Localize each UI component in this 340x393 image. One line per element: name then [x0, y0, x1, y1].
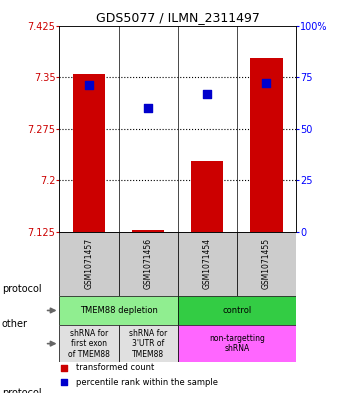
Text: other: other [2, 319, 28, 329]
Point [204, 90, 210, 97]
Text: shRNA for
first exon
of TMEM88: shRNA for first exon of TMEM88 [68, 329, 110, 358]
Text: control: control [222, 306, 251, 315]
Text: GSM1071454: GSM1071454 [203, 238, 212, 289]
Bar [59, 232, 119, 296]
Title: GDS5077 / ILMN_2311497: GDS5077 / ILMN_2311497 [96, 11, 259, 24]
Text: TMEM88 depletion: TMEM88 depletion [80, 306, 157, 315]
Text: GSM1071455: GSM1071455 [262, 238, 271, 289]
Point [86, 82, 92, 88]
Bar [191, 161, 223, 232]
Point [62, 365, 67, 371]
Bar [237, 232, 296, 296]
Bar [177, 325, 296, 362]
Bar [177, 296, 296, 325]
Point [146, 105, 151, 111]
Bar [59, 325, 119, 362]
Point [264, 80, 269, 86]
Text: protocol: protocol [2, 284, 41, 294]
Bar [177, 232, 237, 296]
Bar [119, 232, 177, 296]
Text: GSM1071457: GSM1071457 [85, 238, 94, 289]
Point [62, 379, 67, 386]
Bar [250, 58, 283, 232]
Bar [119, 325, 177, 362]
Bar [73, 73, 105, 232]
Text: protocol: protocol [2, 388, 41, 393]
Text: percentile rank within the sample: percentile rank within the sample [76, 378, 218, 387]
Bar [59, 296, 177, 325]
Text: shRNA for
3'UTR of
TMEM88: shRNA for 3'UTR of TMEM88 [129, 329, 167, 358]
Bar [132, 230, 164, 232]
Text: non-targetting
shRNA: non-targetting shRNA [209, 334, 265, 353]
Text: transformed count: transformed count [76, 364, 154, 373]
Text: GSM1071456: GSM1071456 [143, 238, 153, 289]
